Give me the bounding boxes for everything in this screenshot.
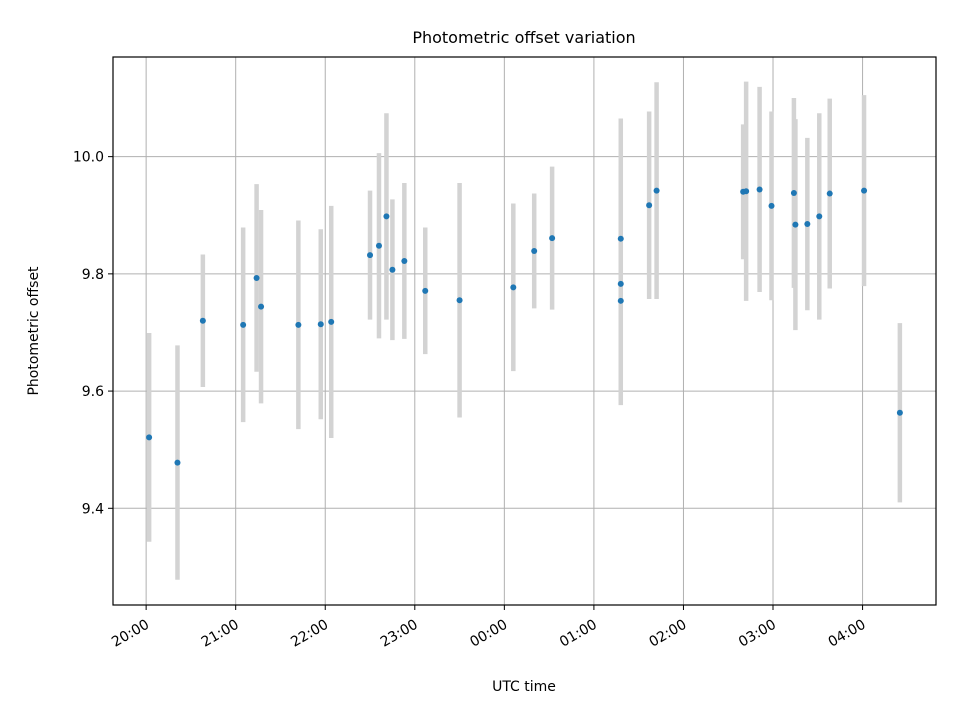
data-point [389,266,396,273]
x-tick-label: 03:00 [736,617,779,651]
data-point [174,459,181,466]
data-point [617,280,624,287]
data-points [146,186,903,466]
data-point [146,434,153,441]
y-axis-ticks: 9.4 9.6 9.8 10.0 [73,150,113,517]
data-point [422,287,429,294]
data-point [617,297,624,304]
x-axis-label: UTC time [492,679,556,695]
y-tick-label: 9.8 [82,267,104,283]
data-point [646,202,653,209]
x-tick-label: 00:00 [467,617,510,651]
data-point [367,252,374,259]
x-tick-label: 04:00 [826,617,869,651]
x-tick-label: 23:00 [378,617,421,651]
data-point [328,318,335,325]
data-point [375,242,382,249]
data-point [199,317,206,324]
y-tick-label: 9.4 [82,501,104,517]
y-tick-label: 9.6 [82,384,104,400]
data-point [317,321,324,328]
data-point [790,189,797,196]
data-point [804,221,811,228]
data-point [383,213,390,220]
plot-frame [112,56,937,606]
y-axis-label: Photometric offset [26,266,42,396]
data-point [743,188,750,195]
data-point [861,187,868,194]
grid-lines [113,57,936,605]
x-tick-label: 22:00 [288,617,331,651]
y-tick-label: 10.0 [73,150,104,166]
data-point [258,303,265,310]
data-point [456,297,463,304]
data-point [531,247,538,254]
x-tick-label: 01:00 [557,617,600,651]
data-point [401,257,408,264]
data-point [792,221,799,228]
data-point [756,186,763,193]
data-point [295,321,302,328]
data-point [253,274,260,281]
x-tick-label: 20:00 [109,617,152,651]
chart-title: Photometric offset variation [412,28,635,47]
data-point [816,213,823,220]
data-point [653,187,660,194]
data-point [896,409,903,416]
x-tick-label: 21:00 [199,617,242,651]
data-point [768,202,775,209]
data-point [510,284,517,291]
data-point [549,235,556,242]
x-tick-label: 02:00 [647,617,690,651]
x-axis-ticks: 20:00 21:00 22:00 23:00 00:00 01:00 02:00 03:00… [109,605,869,651]
data-point [617,235,624,242]
data-point [826,190,833,197]
data-point [240,321,247,328]
